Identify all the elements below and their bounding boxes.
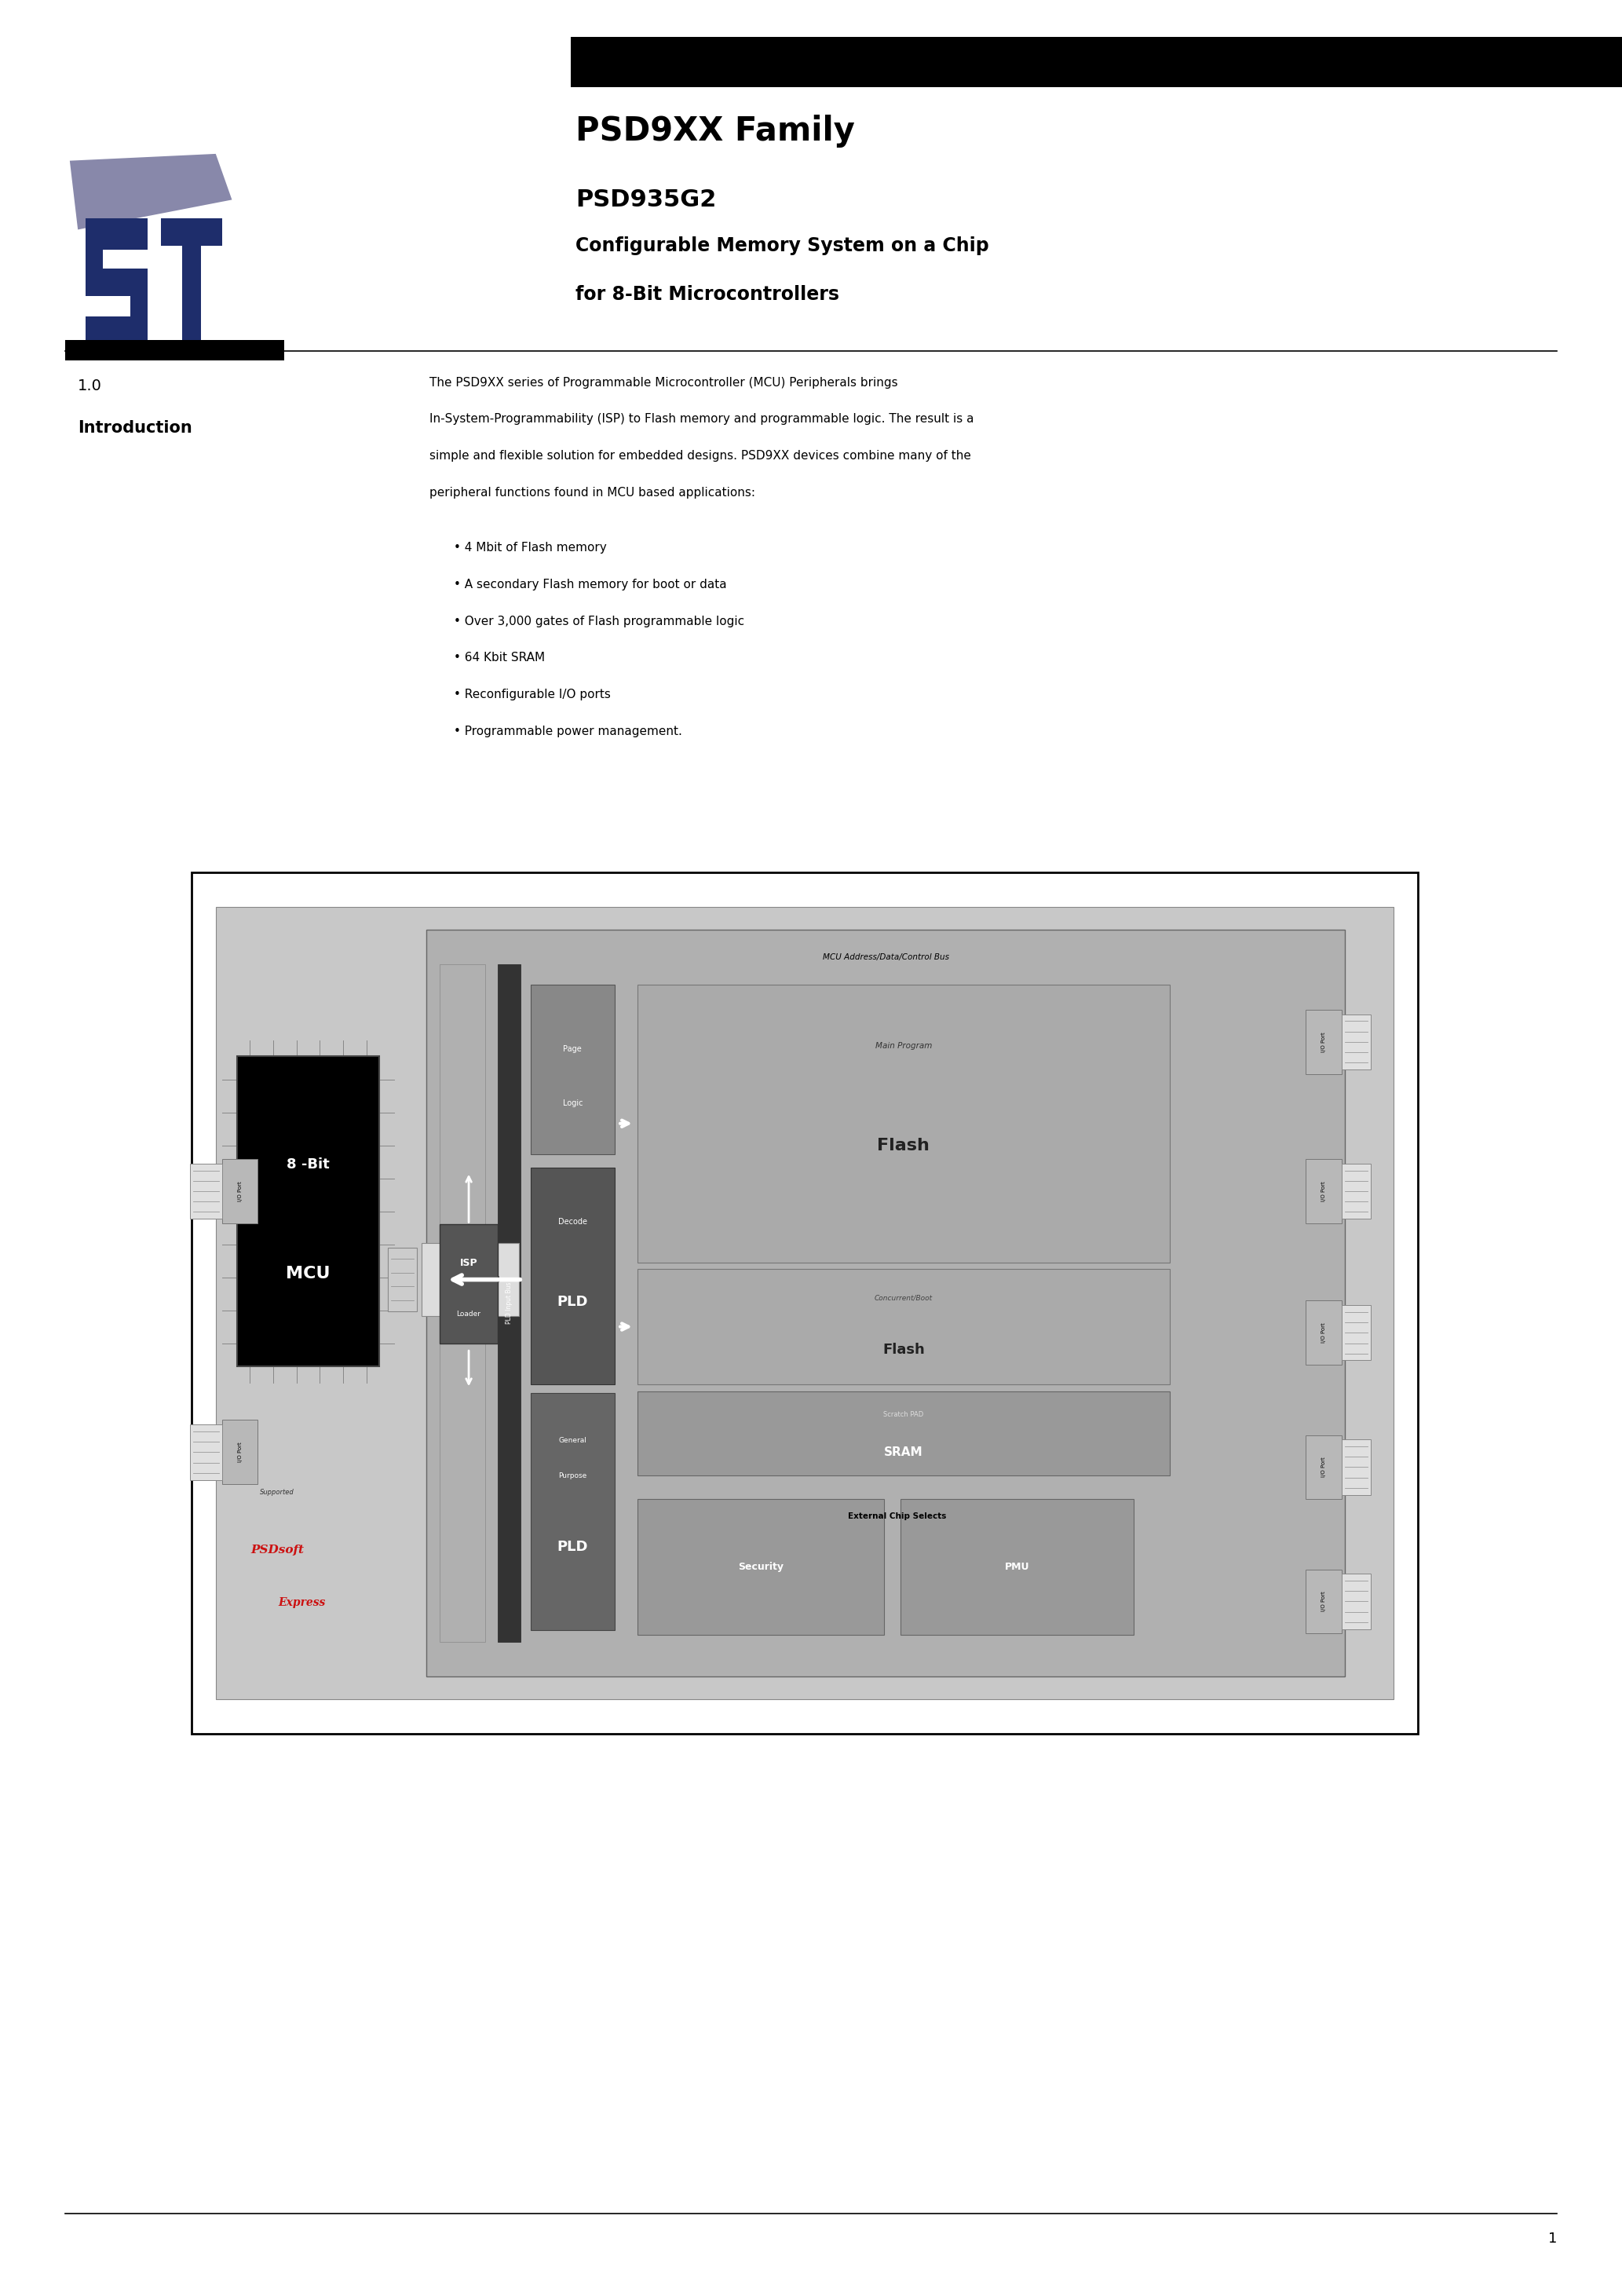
Text: External Chip Selects: External Chip Selects: [848, 1513, 946, 1520]
Text: • 4 Mbit of Flash memory: • 4 Mbit of Flash memory: [454, 542, 607, 553]
Text: I/O Port: I/O Port: [238, 1442, 242, 1463]
Bar: [498, 964, 521, 1642]
Text: 1: 1: [1547, 2232, 1557, 2245]
Bar: [222, 1419, 258, 1486]
Text: Decode: Decode: [558, 1217, 587, 1226]
Text: I/O Port: I/O Port: [1322, 1591, 1325, 1612]
Bar: [637, 1391, 1169, 1476]
Text: • Programmable power management.: • Programmable power management.: [454, 726, 683, 737]
Text: MCU Interface: MCU Interface: [459, 1279, 466, 1327]
Bar: [571, 37, 1622, 87]
Text: 8 -Bit: 8 -Bit: [287, 1157, 329, 1171]
Text: ISP: ISP: [461, 1258, 477, 1267]
Bar: [222, 1159, 258, 1224]
Bar: [216, 907, 1393, 1699]
Bar: [530, 985, 615, 1155]
Text: I/O Port: I/O Port: [1322, 1031, 1325, 1052]
Text: I/O Port: I/O Port: [1322, 1322, 1325, 1343]
Text: Introduction: Introduction: [78, 420, 193, 436]
Bar: [422, 1242, 519, 1316]
Bar: [86, 218, 104, 282]
Text: Security: Security: [738, 1561, 783, 1573]
Text: Flash: Flash: [882, 1343, 925, 1357]
Bar: [1341, 1304, 1371, 1359]
Text: ISP via JTAG: ISP via JTAG: [441, 1277, 500, 1283]
Bar: [130, 269, 148, 344]
Bar: [900, 1499, 1134, 1635]
Bar: [427, 930, 1345, 1676]
Bar: [388, 1247, 417, 1311]
Bar: [440, 1224, 498, 1343]
Text: PSDsoft: PSDsoft: [251, 1545, 303, 1554]
Text: Logic: Logic: [563, 1100, 582, 1107]
Bar: [1306, 1010, 1341, 1075]
Bar: [637, 985, 1169, 1263]
Text: I/O Port: I/O Port: [238, 1180, 242, 1201]
Text: I/O Port: I/O Port: [1322, 1180, 1325, 1201]
Bar: [1306, 1159, 1341, 1224]
Text: Supported: Supported: [260, 1488, 295, 1497]
Text: Flash: Flash: [878, 1139, 929, 1153]
Text: • Reconfigurable I/O ports: • Reconfigurable I/O ports: [454, 689, 611, 700]
Bar: [1306, 1570, 1341, 1635]
Bar: [237, 1056, 380, 1366]
Bar: [1341, 1575, 1371, 1630]
Bar: [1306, 1300, 1341, 1364]
Text: Loader: Loader: [456, 1311, 482, 1318]
Text: PMU: PMU: [1004, 1561, 1030, 1573]
Text: General: General: [558, 1437, 587, 1444]
Text: Scratch PAD: Scratch PAD: [884, 1412, 923, 1419]
Bar: [86, 269, 148, 296]
Text: Page: Page: [563, 1045, 582, 1054]
Text: Purpose: Purpose: [558, 1472, 587, 1479]
Text: PLD: PLD: [556, 1541, 589, 1554]
Text: MCU: MCU: [285, 1265, 331, 1281]
Text: I/O Port: I/O Port: [1322, 1458, 1325, 1476]
Polygon shape: [70, 154, 232, 230]
Bar: [190, 1164, 222, 1219]
Bar: [161, 218, 222, 246]
Text: PLD Input Bus: PLD Input Bus: [506, 1281, 513, 1325]
Bar: [1341, 1015, 1371, 1070]
Text: • A secondary Flash memory for boot or data: • A secondary Flash memory for boot or d…: [454, 579, 727, 590]
Text: • 64 Kbit SRAM: • 64 Kbit SRAM: [454, 652, 545, 664]
Text: MCU Address/Data/Control Bus: MCU Address/Data/Control Bus: [822, 953, 949, 962]
Bar: [86, 218, 148, 250]
Bar: [65, 340, 284, 360]
Text: PSD9XX Family: PSD9XX Family: [576, 115, 855, 147]
Bar: [191, 872, 1418, 1733]
Text: • Over 3,000 gates of Flash programmable logic: • Over 3,000 gates of Flash programmable…: [454, 615, 744, 627]
Text: Concurrent/Boot: Concurrent/Boot: [874, 1295, 933, 1302]
Bar: [190, 1424, 222, 1481]
Text: peripheral functions found in MCU based applications:: peripheral functions found in MCU based …: [430, 487, 756, 498]
Text: PLD: PLD: [556, 1295, 589, 1309]
Text: Main Program: Main Program: [874, 1042, 933, 1049]
Bar: [637, 1270, 1169, 1384]
Text: 1.0: 1.0: [78, 379, 102, 393]
Text: simple and flexible solution for embedded designs. PSD9XX devices combine many o: simple and flexible solution for embedde…: [430, 450, 972, 461]
Bar: [637, 1499, 884, 1635]
Bar: [1306, 1435, 1341, 1499]
Text: PSD935G2: PSD935G2: [576, 188, 717, 211]
Bar: [86, 317, 148, 344]
Text: Express: Express: [277, 1598, 326, 1607]
Bar: [182, 246, 201, 344]
Bar: [530, 1394, 615, 1630]
Bar: [1341, 1164, 1371, 1219]
Text: In-System-Programmability (ISP) to Flash memory and programmable logic. The resu: In-System-Programmability (ISP) to Flash…: [430, 413, 975, 425]
Bar: [1341, 1440, 1371, 1495]
Text: for 8-Bit Microcontrollers: for 8-Bit Microcontrollers: [576, 285, 840, 303]
Text: Configurable Memory System on a Chip: Configurable Memory System on a Chip: [576, 236, 989, 255]
Text: SRAM: SRAM: [884, 1446, 923, 1458]
Bar: [530, 1166, 615, 1384]
Text: The PSD9XX series of Programmable Microcontroller (MCU) Peripherals brings: The PSD9XX series of Programmable Microc…: [430, 377, 899, 388]
Bar: [440, 964, 485, 1642]
